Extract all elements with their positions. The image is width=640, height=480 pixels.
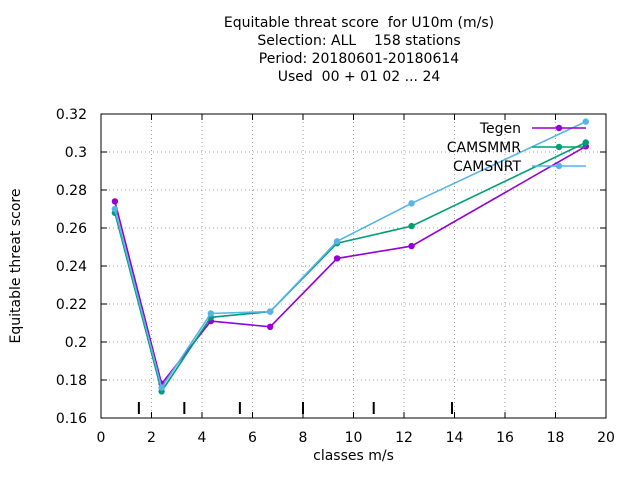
axis-ticks: 0 2 4 6 8 10 12 14 16 18 20 0.16 0.18 0.2 0.22 0.24 0.26… xyxy=(56,107,615,446)
x-tick-label: 4 xyxy=(198,430,207,446)
y-tick-label: 0.3 xyxy=(65,145,87,161)
legend-swatch-point xyxy=(555,124,563,132)
grid xyxy=(101,114,606,418)
legend-swatch-point xyxy=(555,143,563,151)
title-line-1: Equitable threat score for U10m (m/s) xyxy=(223,15,495,31)
data-point xyxy=(408,222,415,230)
title-line-3: Period: 20180601-20180614 xyxy=(258,51,460,67)
legend-entry: CAMSMMR xyxy=(447,140,586,156)
legend-entry: Tegen xyxy=(479,121,586,137)
plot-frame xyxy=(100,113,607,419)
chart-title: Equitable threat score for U10m (m/s) Se… xyxy=(0,14,640,86)
data-point xyxy=(111,205,119,213)
y-tick-label: 0.32 xyxy=(56,107,87,123)
series-line xyxy=(114,145,587,386)
x-tick-label: 14 xyxy=(446,430,464,446)
legend-swatch-point xyxy=(555,162,563,170)
x-tick-label: 20 xyxy=(597,430,615,446)
x-tick-label: 8 xyxy=(299,430,308,446)
x-tick-label: 18 xyxy=(547,430,565,446)
x-tick-label: 0 xyxy=(97,430,106,446)
x-tick-label: 12 xyxy=(395,430,413,446)
series-layer xyxy=(111,118,589,395)
series-tegen xyxy=(111,143,589,387)
y-axis-label: Equitable threat score xyxy=(8,188,24,344)
data-point xyxy=(582,118,589,125)
title-line-4: Used 00 + 01 02 ... 24 xyxy=(277,69,441,85)
legend-label: CAMSMMR xyxy=(447,140,521,156)
y-tick-label: 0.26 xyxy=(56,221,87,237)
legend-label: Tegen xyxy=(479,121,521,137)
x-tick-label: 6 xyxy=(248,430,257,446)
data-point xyxy=(266,308,274,315)
data-point xyxy=(111,198,119,205)
x-axis-label: classes m/s xyxy=(313,448,394,464)
data-point xyxy=(266,323,274,330)
y-tick-label: 0.16 xyxy=(56,411,87,427)
y-tick-label: 0.28 xyxy=(56,183,87,199)
data-point xyxy=(582,139,589,146)
y-tick-label: 0.22 xyxy=(56,297,87,313)
data-point xyxy=(207,310,215,317)
legend-label: CAMSNRT xyxy=(453,159,522,175)
data-point xyxy=(408,242,415,250)
series-line xyxy=(114,141,587,394)
x-tick-label: 16 xyxy=(496,430,514,446)
y-tick-label: 0.18 xyxy=(56,373,87,389)
legend: Tegen CAMSMMR CAMSNRT xyxy=(447,121,586,175)
data-point xyxy=(408,200,415,207)
x-tick-label: 2 xyxy=(147,430,156,446)
data-point xyxy=(333,238,341,245)
series-camsnrt xyxy=(111,118,589,391)
data-point xyxy=(158,384,165,391)
title-line-2: Selection: ALL 158 stations xyxy=(257,33,461,49)
y-tick-label: 0.24 xyxy=(56,259,87,275)
legend-entry: CAMSNRT xyxy=(453,159,586,175)
data-point xyxy=(333,255,341,262)
x-tick-label: 10 xyxy=(345,430,363,446)
y-tick-label: 0.2 xyxy=(65,335,87,351)
